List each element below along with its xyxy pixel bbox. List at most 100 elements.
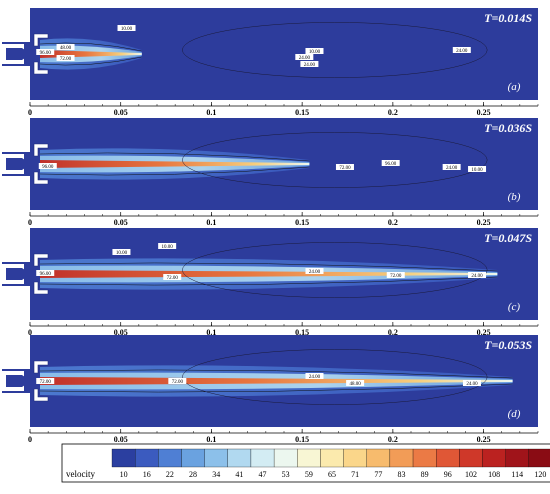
contour-label: 72.00 bbox=[390, 274, 402, 279]
contour-label-bg bbox=[112, 249, 131, 255]
x-tick-label: 0.15 bbox=[295, 108, 309, 117]
contour-label: 24.00 bbox=[446, 166, 458, 171]
contour-label-bg bbox=[305, 268, 324, 274]
x-tick-label: 0.25 bbox=[477, 108, 491, 117]
outer-contour bbox=[182, 349, 488, 405]
panel-time-label: T=0.053S bbox=[484, 338, 532, 352]
contour-line bbox=[39, 56, 142, 66]
contour-line bbox=[39, 276, 498, 286]
x-tick-label: 0 bbox=[28, 108, 32, 117]
nozzle-body bbox=[6, 268, 28, 280]
nozzle-body bbox=[6, 48, 28, 60]
colorbar-level-label: 16 bbox=[143, 470, 151, 479]
colorbar-swatch bbox=[436, 448, 460, 468]
outer-contour bbox=[182, 242, 488, 298]
panel-time-label: T=0.047S bbox=[484, 231, 532, 245]
colorbar-level-label: 102 bbox=[465, 470, 477, 479]
contour-label: 96.00 bbox=[42, 165, 54, 170]
x-tick-label: 0.05 bbox=[114, 435, 128, 444]
colorbar-swatch bbox=[181, 448, 205, 468]
colorbar-level-label: 28 bbox=[189, 470, 197, 479]
colorbar-level-label: 114 bbox=[511, 470, 523, 479]
colorbar-level-label: 89 bbox=[421, 470, 429, 479]
x-tick-label: 0 bbox=[28, 218, 32, 227]
colorbar-swatch bbox=[528, 448, 550, 468]
colorbar-swatch bbox=[389, 448, 414, 468]
colorbar-swatch bbox=[250, 448, 275, 468]
outer-contour bbox=[182, 22, 488, 78]
colorbar-swatch bbox=[158, 448, 182, 468]
contour-label-bg bbox=[36, 378, 55, 384]
colorbar-swatch bbox=[204, 448, 228, 468]
colorbar-swatch bbox=[366, 448, 391, 468]
contour-label-bg bbox=[36, 270, 55, 276]
x-tick-label: 0.1 bbox=[206, 435, 216, 444]
colorbar-level-label: 53 bbox=[282, 470, 290, 479]
contour-label-bg bbox=[468, 166, 487, 172]
colorbar-level-label: 41 bbox=[235, 470, 243, 479]
contour-label-bg bbox=[117, 25, 136, 31]
colorbar-level-label: 47 bbox=[259, 470, 267, 479]
x-tick-label: 0.25 bbox=[477, 218, 491, 227]
x-tick-label: 0.05 bbox=[114, 218, 128, 227]
contour-label: 72.00 bbox=[40, 380, 52, 385]
panel-b: 96.00 72.00 96.00 24.00 10.00 T=0.036S (b) 0 0.0… bbox=[2, 118, 539, 227]
contour-label-bg bbox=[305, 48, 324, 54]
contour-label-bg bbox=[305, 373, 324, 379]
nozzle-body bbox=[6, 375, 28, 387]
contour-label: 10.00 bbox=[121, 27, 133, 32]
colorbar-swatch bbox=[412, 448, 437, 468]
nozzle-lip-upper bbox=[33, 33, 49, 47]
nozzle-lip-upper bbox=[33, 143, 49, 157]
contour-line bbox=[39, 383, 513, 393]
x-tick-label: 0.25 bbox=[477, 328, 491, 337]
colorbar-swatch bbox=[459, 448, 483, 468]
x-tick-label: 0.2 bbox=[388, 328, 398, 337]
colorbar-level-label: 83 bbox=[397, 470, 405, 479]
colorbar-title: velocity bbox=[66, 469, 95, 479]
nozzle-lip-upper bbox=[33, 253, 49, 267]
colorbar-swatch bbox=[297, 448, 321, 468]
panel-letter-label: (a) bbox=[508, 81, 521, 93]
nozzle-lip-lower bbox=[33, 281, 49, 295]
contour-label: 24.00 bbox=[309, 375, 321, 380]
contour-label-bg bbox=[36, 49, 55, 55]
contour-line bbox=[39, 166, 310, 176]
colorbar-swatch bbox=[505, 448, 529, 468]
contour-label: 10.00 bbox=[116, 251, 128, 256]
contour-label: 96.00 bbox=[40, 51, 52, 56]
contour-line bbox=[39, 42, 142, 52]
colorbar-swatch bbox=[482, 448, 506, 468]
contour-label: 72.00 bbox=[339, 166, 351, 171]
outer-contour bbox=[182, 132, 488, 188]
colorbar-swatch bbox=[111, 448, 136, 468]
contour-label-bg bbox=[346, 380, 365, 386]
x-tick-label: 0.1 bbox=[206, 328, 216, 337]
colorbar-level-label: 77 bbox=[374, 470, 382, 479]
x-tick-label: 0.2 bbox=[388, 108, 398, 117]
contour-label-bg bbox=[168, 378, 187, 384]
panels-group: 96.0048.0072.0010.0024.0010.0024.0024.00… bbox=[2, 8, 539, 444]
jet-core bbox=[40, 160, 310, 168]
jet-core bbox=[40, 270, 498, 278]
contour-label: 24.00 bbox=[466, 382, 478, 387]
colorbar-level-label: 71 bbox=[351, 470, 359, 479]
contour-label-bg bbox=[56, 44, 75, 50]
x-tick-label: 0.25 bbox=[477, 435, 491, 444]
panel-a: 96.0048.0072.0010.0024.0010.0024.0024.00… bbox=[2, 8, 539, 117]
x-tick-label: 0 bbox=[28, 328, 32, 337]
colorbar-level-label: 34 bbox=[212, 470, 220, 479]
x-tick-label: 0.15 bbox=[295, 328, 309, 337]
x-tick-label: 0.2 bbox=[388, 435, 398, 444]
colorbar-level-label: 120 bbox=[534, 470, 546, 479]
contour-label: 72.00 bbox=[60, 57, 72, 62]
colorbar: velocity 10 16 22 28 34 41 47 53 59 65 71 77 83 89 96 10… bbox=[61, 443, 550, 483]
nozzle-lip-lower bbox=[33, 388, 49, 402]
contour-label: 72.00 bbox=[172, 380, 184, 385]
contour-label: 24.00 bbox=[304, 63, 316, 68]
panel-letter-label: (b) bbox=[508, 191, 521, 203]
colorbar-level-label: 108 bbox=[488, 470, 500, 479]
colorbar-level-label: 96 bbox=[444, 470, 452, 479]
